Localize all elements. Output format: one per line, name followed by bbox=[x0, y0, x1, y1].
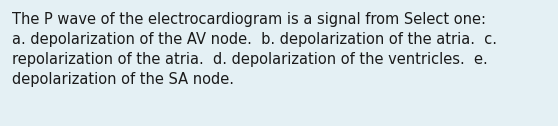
Text: The P wave of the electrocardiogram is a signal from Select one:
a. depolarizati: The P wave of the electrocardiogram is a… bbox=[12, 12, 497, 87]
